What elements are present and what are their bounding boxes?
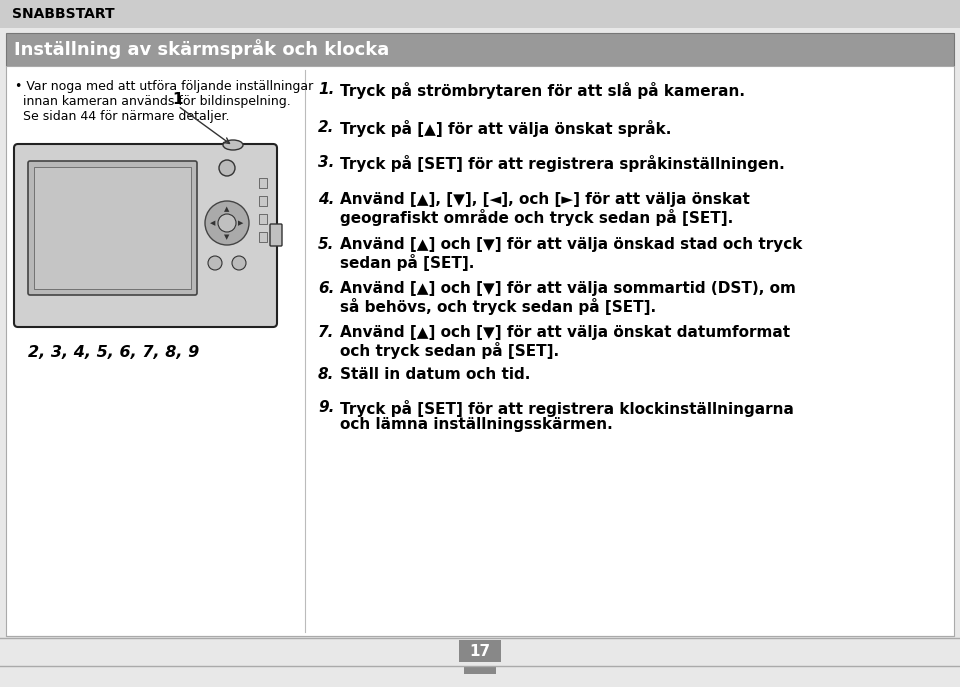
Bar (259, 232, 267, 242)
Bar (259, 214, 267, 224)
Text: 17: 17 (469, 644, 491, 659)
Text: 5.: 5. (318, 237, 334, 252)
Ellipse shape (223, 140, 243, 150)
Text: sedan på [SET].: sedan på [SET]. (340, 254, 474, 271)
Text: och tryck sedan på [SET].: och tryck sedan på [SET]. (340, 342, 559, 359)
Text: 1.: 1. (318, 82, 334, 97)
Circle shape (205, 201, 249, 245)
Bar (6, 66, 954, 636)
Text: Inställning av skärmspråk och klocka: Inställning av skärmspråk och klocka (14, 40, 389, 60)
Text: 9.: 9. (318, 400, 334, 415)
Text: Se sidan 44 för närmare detaljer.: Se sidan 44 för närmare detaljer. (15, 110, 229, 123)
Text: 7.: 7. (318, 325, 334, 340)
Text: så behövs, och tryck sedan på [SET].: så behövs, och tryck sedan på [SET]. (340, 298, 656, 315)
Text: 1: 1 (173, 93, 183, 107)
Bar (259, 196, 267, 206)
Text: • Var noga med att utföra följande inställningar: • Var noga med att utföra följande instä… (15, 80, 313, 93)
Text: Tryck på [SET] för att registrera språkinställningen.: Tryck på [SET] för att registrera språki… (340, 155, 784, 172)
Bar (0, 0, 960, 28)
Text: ◀: ◀ (210, 220, 216, 226)
Text: ▲: ▲ (225, 206, 229, 212)
Text: Använd [▲] och [▼] för att välja önskad stad och tryck: Använd [▲] och [▼] för att välja önskad … (340, 237, 803, 252)
FancyBboxPatch shape (270, 224, 282, 246)
Bar (34, 167, 191, 289)
Text: 3.: 3. (318, 155, 334, 170)
Text: ▶: ▶ (238, 220, 244, 226)
Text: SNABBSTART: SNABBSTART (12, 7, 114, 21)
Text: Ställ in datum och tid.: Ställ in datum och tid. (340, 367, 530, 382)
Text: Tryck på strömbrytaren för att slå på kameran.: Tryck på strömbrytaren för att slå på ka… (340, 82, 745, 99)
Circle shape (232, 256, 246, 270)
FancyBboxPatch shape (14, 144, 277, 327)
Bar (464, 666, 496, 674)
Text: ▼: ▼ (225, 234, 229, 240)
Bar (259, 178, 267, 188)
Text: 2, 3, 4, 5, 6, 7, 8, 9: 2, 3, 4, 5, 6, 7, 8, 9 (28, 345, 200, 360)
Text: 8.: 8. (318, 367, 334, 382)
Text: Tryck på [SET] för att registrera klockinställningarna: Tryck på [SET] för att registrera klocki… (340, 400, 794, 417)
Bar (459, 640, 501, 662)
Text: innan kameran används för bildinspelning.: innan kameran används för bildinspelning… (15, 95, 291, 108)
Text: Använd [▲], [▼], [◄], och [►] för att välja önskat: Använd [▲], [▼], [◄], och [►] för att vä… (340, 192, 750, 207)
Text: 6.: 6. (318, 281, 334, 296)
Text: Använd [▲] och [▼] för att välja önskat datumformat: Använd [▲] och [▼] för att välja önskat … (340, 325, 790, 340)
Text: Tryck på [▲] för att välja önskat språk.: Tryck på [▲] för att välja önskat språk. (340, 120, 671, 137)
Circle shape (219, 160, 235, 176)
Text: Använd [▲] och [▼] för att välja sommartid (DST), om: Använd [▲] och [▼] för att välja sommart… (340, 281, 796, 296)
Text: 4.: 4. (318, 192, 334, 207)
FancyBboxPatch shape (28, 161, 197, 295)
Text: 2.: 2. (318, 120, 334, 135)
Circle shape (218, 214, 236, 232)
Circle shape (208, 256, 222, 270)
Text: geografiskt område och tryck sedan på [SET].: geografiskt område och tryck sedan på [S… (340, 209, 733, 226)
Bar (6, 33, 954, 66)
Text: och lämna inställningsskärmen.: och lämna inställningsskärmen. (340, 417, 612, 432)
